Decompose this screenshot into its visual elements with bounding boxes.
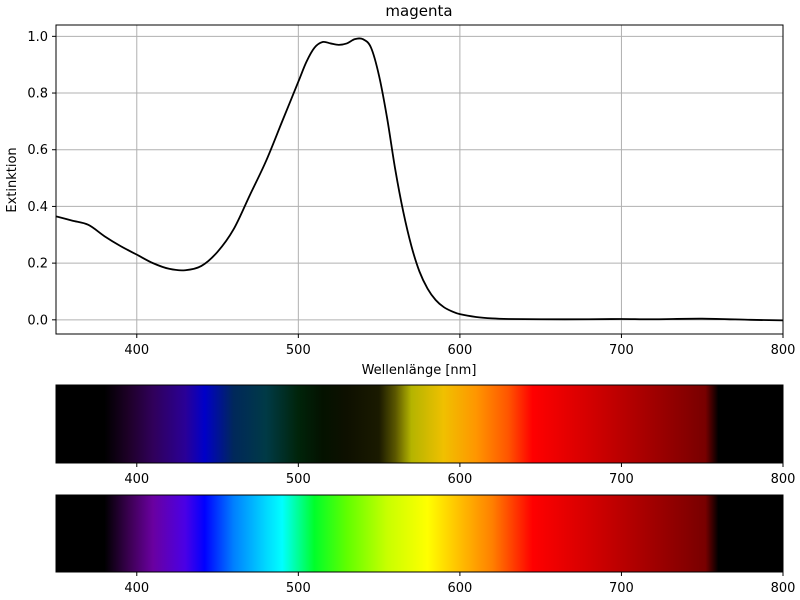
x-tick-label: 700 [609, 343, 634, 358]
x-tick-label: 600 [447, 343, 472, 358]
spectrum-tick-label: 500 [286, 581, 311, 596]
filtered-spectrum-fill [56, 385, 783, 463]
y-tick-label: 1.0 [27, 30, 48, 45]
spectrum-tick-label: 400 [124, 581, 149, 596]
spectrum-tick-label: 600 [447, 581, 472, 596]
absorbance-curve [56, 37, 783, 322]
y-axis-ticks: 0.0 0.2 0.4 0.6 0.8 1.0 [27, 30, 56, 328]
y-axis-label: Extinktion [5, 147, 20, 212]
spectrum-tick-label: 700 [609, 472, 634, 487]
full-spectrum-ticks: 400 500 600 700 800 [124, 572, 795, 596]
grid [56, 25, 784, 334]
filtered-spectrum-ticks: 400 500 600 700 800 [124, 463, 795, 487]
chart-title: magenta [385, 2, 452, 20]
full-spectrum-bar: 400 500 600 700 800 [55, 494, 795, 596]
y-tick-label: 0.2 [27, 257, 48, 272]
spectrum-tick-label: 500 [286, 472, 311, 487]
y-tick-label: 0.8 [27, 87, 48, 102]
x-axis-label: Wellenlänge [nm] [362, 363, 477, 378]
x-tick-label: 800 [771, 343, 796, 358]
spectrum-tick-label: 700 [609, 581, 634, 596]
x-tick-label: 400 [124, 343, 149, 358]
spectrum-tick-label: 800 [771, 472, 796, 487]
x-tick-label: 500 [286, 343, 311, 358]
filtered-spectrum-bar: 400 500 600 700 800 [55, 384, 795, 487]
y-tick-label: 0.4 [27, 200, 48, 215]
full-spectrum-frame [55, 494, 784, 573]
y-tick-label: 0.6 [27, 143, 48, 158]
y-tick-label: 0.0 [27, 313, 48, 328]
spectrum-tick-label: 800 [771, 581, 796, 596]
spectrum-tick-label: 400 [124, 472, 149, 487]
x-axis-ticks: 400 500 600 700 800 [124, 334, 795, 358]
plot-frame [55, 24, 784, 335]
absorbance-plot: magenta 400 500 600 700 800 0.0 0.2 0.4 0.6 0.8 1… [5, 2, 795, 378]
full-spectrum-fill [56, 495, 783, 572]
filtered-spectrum-frame [55, 384, 784, 464]
spectrum-tick-label: 600 [447, 472, 472, 487]
